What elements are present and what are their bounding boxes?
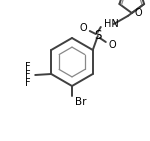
- Text: F: F: [25, 70, 30, 80]
- Text: F: F: [25, 78, 30, 88]
- Text: F: F: [25, 62, 30, 72]
- Text: S: S: [94, 29, 101, 42]
- Text: O: O: [109, 40, 116, 50]
- Text: Br: Br: [75, 97, 87, 107]
- Text: O: O: [79, 23, 87, 33]
- Text: HN: HN: [104, 19, 119, 29]
- Text: O: O: [135, 8, 142, 18]
